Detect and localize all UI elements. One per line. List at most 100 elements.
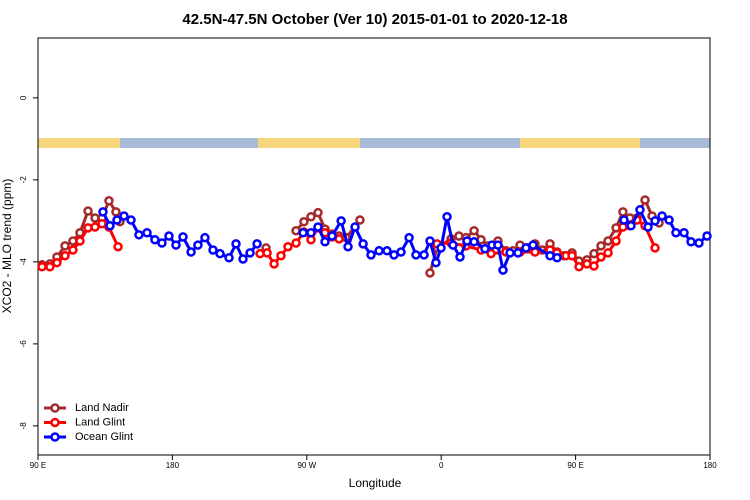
point bbox=[626, 221, 636, 231]
point bbox=[493, 240, 503, 250]
point bbox=[589, 261, 599, 271]
point bbox=[425, 236, 435, 246]
point bbox=[411, 250, 421, 260]
point bbox=[358, 239, 368, 249]
point bbox=[105, 221, 115, 231]
land-ocean-strip bbox=[38, 138, 710, 148]
point bbox=[134, 230, 144, 240]
legend-label: Ocean Glint bbox=[75, 431, 133, 443]
legend-marker bbox=[50, 403, 60, 413]
point bbox=[113, 241, 123, 252]
point bbox=[469, 237, 479, 247]
point bbox=[262, 248, 272, 258]
x-tick-label: 90 E bbox=[30, 461, 46, 470]
legend-marker bbox=[50, 432, 60, 442]
point bbox=[671, 228, 681, 238]
legend-label: Land Glint bbox=[75, 416, 125, 428]
point bbox=[552, 253, 562, 263]
point bbox=[142, 228, 152, 238]
point bbox=[596, 241, 606, 251]
point bbox=[252, 239, 262, 249]
point bbox=[45, 262, 55, 272]
point bbox=[431, 257, 441, 268]
point bbox=[650, 216, 660, 226]
point bbox=[404, 232, 414, 243]
point bbox=[596, 252, 606, 262]
point bbox=[618, 207, 628, 217]
point bbox=[455, 252, 465, 262]
point bbox=[679, 228, 689, 238]
point bbox=[104, 196, 114, 206]
point bbox=[215, 248, 225, 259]
point bbox=[171, 240, 181, 250]
point bbox=[498, 265, 508, 275]
point bbox=[186, 247, 196, 257]
point bbox=[650, 243, 660, 253]
point bbox=[635, 205, 645, 215]
point bbox=[574, 262, 584, 272]
point bbox=[298, 228, 308, 238]
point bbox=[283, 241, 293, 252]
point bbox=[126, 215, 136, 225]
point bbox=[200, 232, 210, 243]
point bbox=[238, 254, 248, 264]
point bbox=[68, 245, 78, 255]
point bbox=[640, 195, 650, 205]
point bbox=[208, 245, 218, 255]
x-axis-label: Longitude bbox=[349, 476, 402, 490]
point bbox=[664, 215, 674, 225]
point bbox=[231, 239, 241, 249]
point bbox=[313, 222, 323, 232]
point bbox=[150, 234, 160, 245]
point bbox=[164, 231, 174, 241]
point bbox=[567, 250, 577, 261]
point bbox=[643, 222, 653, 232]
point bbox=[611, 236, 621, 246]
point bbox=[157, 238, 167, 248]
point bbox=[98, 207, 108, 217]
point bbox=[306, 228, 316, 238]
point bbox=[276, 250, 286, 261]
point bbox=[702, 231, 712, 241]
point bbox=[425, 268, 435, 278]
point bbox=[694, 238, 704, 248]
point bbox=[178, 232, 188, 242]
point bbox=[382, 246, 392, 256]
point bbox=[350, 222, 360, 232]
point bbox=[374, 246, 384, 256]
point bbox=[327, 231, 337, 241]
x-tick-label: 90 E bbox=[567, 461, 583, 470]
point bbox=[528, 240, 538, 250]
point bbox=[111, 207, 121, 217]
point bbox=[245, 248, 255, 258]
point bbox=[355, 215, 365, 225]
point bbox=[313, 207, 323, 218]
point bbox=[193, 240, 203, 250]
point bbox=[396, 247, 406, 257]
point bbox=[90, 222, 100, 232]
point bbox=[486, 248, 496, 259]
point bbox=[224, 253, 234, 263]
x-tick-label: 90 W bbox=[297, 461, 316, 470]
y-tick-label: -4 bbox=[19, 258, 28, 266]
point bbox=[60, 241, 70, 251]
point bbox=[37, 262, 47, 272]
point bbox=[269, 259, 279, 269]
point bbox=[686, 237, 696, 247]
point bbox=[657, 211, 667, 221]
point bbox=[480, 244, 490, 254]
chart-title: 42.5N-47.5N October (Ver 10) 2015-01-01 … bbox=[182, 11, 567, 28]
point bbox=[419, 250, 429, 260]
point bbox=[343, 241, 353, 252]
point bbox=[119, 211, 129, 221]
point bbox=[336, 216, 346, 226]
legend-label: Land Nadir bbox=[75, 402, 129, 414]
point bbox=[505, 248, 515, 258]
point bbox=[513, 248, 523, 258]
point bbox=[436, 243, 446, 253]
x-tick-label: 180 bbox=[703, 461, 717, 470]
point bbox=[52, 257, 62, 268]
point bbox=[619, 215, 629, 225]
point bbox=[306, 212, 316, 222]
